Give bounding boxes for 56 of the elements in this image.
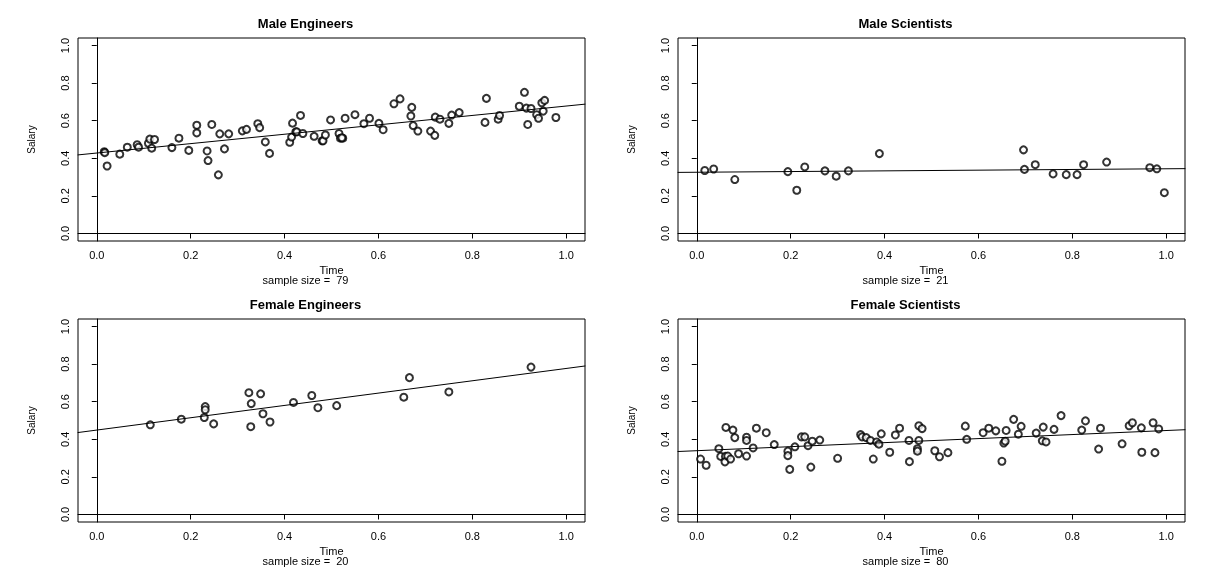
chart-title: Female Engineers [249, 297, 362, 312]
y-axis-title: Salary [625, 125, 637, 154]
x-tick-label: 0.2 [183, 529, 199, 542]
y-tick-label: 0.6 [658, 394, 671, 410]
y-axis-title: Salary [625, 406, 637, 435]
y-tick-label: 0.4 [658, 150, 671, 166]
y-tick-label: 0.4 [58, 431, 71, 447]
y-axis-title: Salary [25, 125, 37, 154]
y-tick-label: 0.0 [658, 225, 671, 242]
x-tick-label: 1.0 [1158, 529, 1174, 542]
y-tick-label: 1.0 [658, 318, 671, 335]
x-tick-label: 0.0 [89, 248, 105, 261]
x-tick-label: 0.6 [970, 248, 987, 261]
x-tick-label: 0.2 [783, 529, 799, 542]
x-tick-label: 0.4 [276, 529, 293, 542]
y-tick-label: 0.6 [58, 113, 71, 129]
x-tick-label: 0.6 [370, 529, 387, 542]
y-tick-label: 0.2 [658, 469, 671, 485]
x-tick-label: 0.2 [183, 248, 199, 261]
y-tick-label: 0.0 [58, 225, 71, 242]
y-tick-label: 0.4 [658, 431, 671, 447]
y-tick-label: 0.0 [658, 506, 671, 523]
x-tick-label: 0.4 [876, 529, 893, 542]
y-tick-label: 0.2 [658, 188, 671, 204]
y-tick-label: 0.8 [58, 356, 71, 372]
x-tick-label: 1.0 [1158, 248, 1174, 261]
y-tick-label: 0.4 [58, 150, 71, 166]
y-tick-label: 0.8 [658, 356, 671, 372]
x-tick-label: 1.0 [558, 529, 574, 542]
x-tick-label: 0.0 [689, 529, 705, 542]
y-tick-label: 0.6 [58, 394, 71, 410]
y-tick-label: 0.2 [58, 469, 71, 485]
x-tick-label: 0.4 [876, 248, 893, 261]
chart-title: Female Scientists [850, 297, 961, 312]
y-tick-label: 0.6 [658, 113, 671, 129]
y-tick-label: 1.0 [58, 318, 71, 335]
y-tick-label: 0.8 [58, 75, 71, 91]
x-tick-label: 0.0 [689, 248, 705, 261]
y-tick-label: 1.0 [58, 37, 71, 54]
x-tick-label: 1.0 [558, 248, 574, 261]
y-axis-title: Salary [25, 406, 37, 435]
y-tick-label: 1.0 [658, 37, 671, 54]
x-tick-label: 0.0 [89, 529, 105, 542]
x-tick-label: 0.8 [464, 529, 480, 542]
x-tick-label: 0.6 [370, 248, 387, 261]
x-tick-label: 0.2 [783, 248, 799, 261]
x-tick-label: 0.8 [464, 248, 480, 261]
x-tick-label: 0.4 [276, 248, 293, 261]
y-tick-label: 0.2 [58, 188, 71, 204]
y-tick-label: 0.0 [58, 506, 71, 523]
x-tick-label: 0.6 [970, 529, 987, 542]
x-tick-label: 0.8 [1064, 248, 1080, 261]
chart-title: Male Scientists [858, 16, 953, 31]
y-tick-label: 0.8 [658, 75, 671, 91]
chart-title: Male Engineers [257, 16, 354, 31]
x-tick-label: 0.8 [1064, 529, 1080, 542]
